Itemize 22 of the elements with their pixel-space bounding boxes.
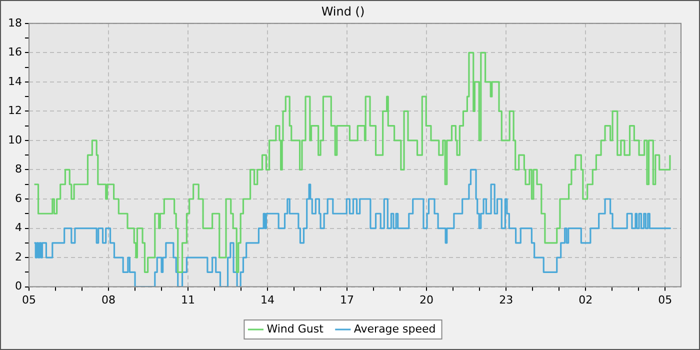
x-tick-label: 05 bbox=[658, 293, 672, 306]
y-tick-label: 14 bbox=[8, 74, 22, 88]
y-tick-label: 2 bbox=[14, 250, 22, 264]
x-tick-label: 08 bbox=[102, 293, 116, 306]
chart-title: Wind () bbox=[321, 4, 365, 18]
x-tick-label: 17 bbox=[340, 293, 354, 306]
y-tick-label: 16 bbox=[8, 46, 22, 59]
legend-label: Wind Gust bbox=[266, 322, 324, 336]
legend-label: Average speed bbox=[354, 322, 436, 336]
y-tick-label: 6 bbox=[14, 192, 22, 205]
x-tick-label: 14 bbox=[260, 293, 275, 306]
x-tick-label: 05 bbox=[22, 293, 36, 306]
x-tick-label: 02 bbox=[578, 293, 593, 306]
y-tick-label: 12 bbox=[8, 104, 22, 118]
x-tick-label: 23 bbox=[499, 293, 514, 306]
y-tick-label: 4 bbox=[14, 221, 22, 234]
y-tick-label: 0 bbox=[14, 280, 22, 293]
y-tick-label: 10 bbox=[8, 133, 22, 146]
y-tick-label: 8 bbox=[14, 162, 22, 176]
y-tick-label: 18 bbox=[8, 16, 22, 30]
x-tick-label: 11 bbox=[181, 293, 196, 306]
x-tick-label: 20 bbox=[420, 293, 434, 306]
